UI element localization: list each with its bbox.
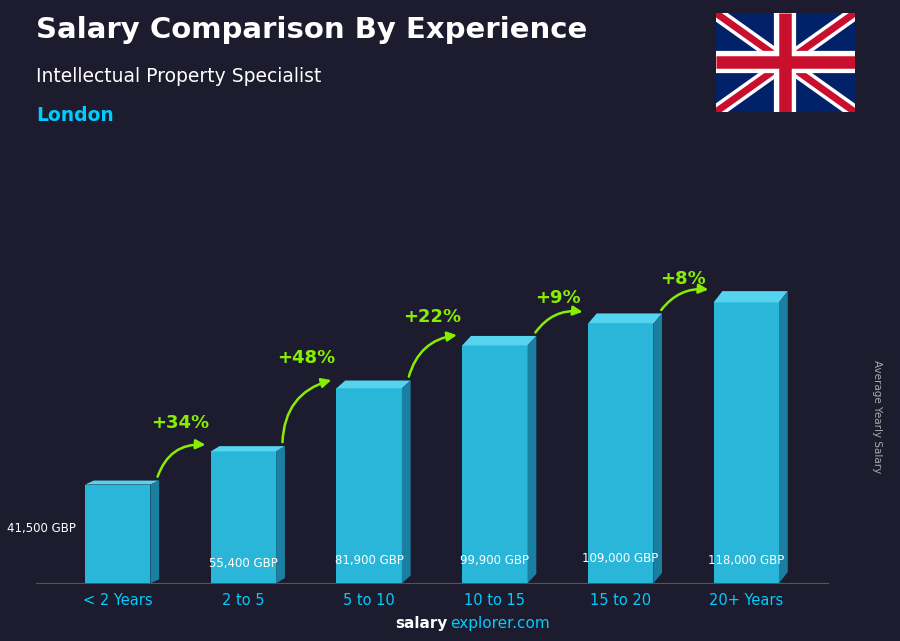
- Text: 118,000 GBP: 118,000 GBP: [708, 554, 785, 567]
- Text: Intellectual Property Specialist: Intellectual Property Specialist: [36, 67, 321, 87]
- Polygon shape: [401, 381, 410, 583]
- Polygon shape: [527, 336, 536, 583]
- Polygon shape: [211, 451, 276, 583]
- Text: +9%: +9%: [535, 289, 581, 307]
- Polygon shape: [714, 291, 788, 303]
- Polygon shape: [276, 446, 285, 583]
- Polygon shape: [85, 485, 150, 583]
- Text: +48%: +48%: [277, 349, 336, 367]
- Polygon shape: [779, 291, 788, 583]
- Polygon shape: [337, 388, 401, 583]
- Polygon shape: [653, 313, 662, 583]
- Polygon shape: [714, 303, 779, 583]
- Text: Average Yearly Salary: Average Yearly Salary: [872, 360, 883, 473]
- Text: +8%: +8%: [661, 270, 707, 288]
- Polygon shape: [588, 324, 653, 583]
- Polygon shape: [588, 313, 662, 324]
- Text: 99,900 GBP: 99,900 GBP: [461, 554, 529, 567]
- Polygon shape: [463, 345, 527, 583]
- Text: 81,900 GBP: 81,900 GBP: [335, 554, 403, 567]
- Polygon shape: [211, 446, 285, 451]
- Polygon shape: [337, 381, 410, 388]
- Polygon shape: [85, 481, 159, 485]
- Text: +22%: +22%: [403, 308, 461, 326]
- Text: 41,500 GBP: 41,500 GBP: [7, 522, 77, 535]
- Polygon shape: [150, 481, 159, 583]
- Polygon shape: [463, 336, 536, 345]
- Text: salary: salary: [395, 617, 447, 631]
- Text: London: London: [36, 106, 113, 125]
- Text: explorer.com: explorer.com: [450, 617, 550, 631]
- Text: Salary Comparison By Experience: Salary Comparison By Experience: [36, 16, 587, 44]
- Text: 109,000 GBP: 109,000 GBP: [582, 553, 659, 565]
- Text: 55,400 GBP: 55,400 GBP: [209, 558, 278, 570]
- Text: +34%: +34%: [151, 414, 210, 433]
